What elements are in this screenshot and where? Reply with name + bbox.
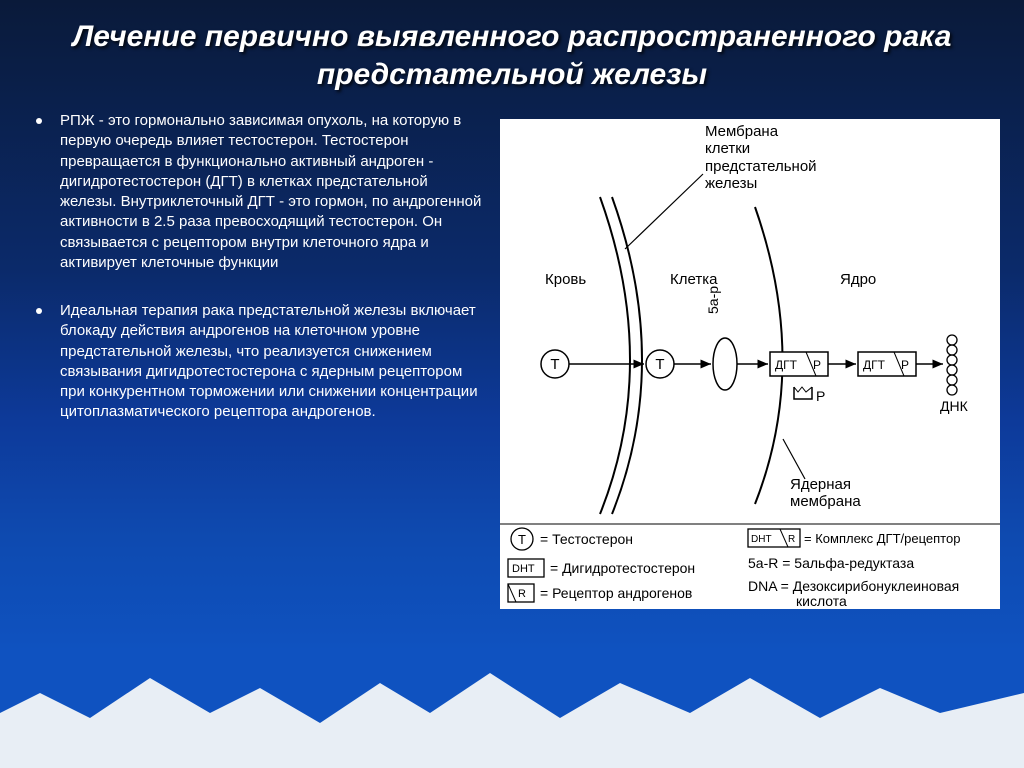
bullet-text: РПЖ - это гормонально зависимая опухоль,…: [60, 111, 484, 273]
node-box1-label2: Р: [813, 358, 821, 372]
legend-complex-text: = Комплекс ДГТ/рецептор: [804, 531, 960, 546]
bullet-item: РПЖ - это гормонально зависимая опухоль,…: [36, 111, 484, 273]
content-row: РПЖ - это гормонально зависимая опухоль,…: [0, 101, 1024, 609]
legend-dht-symbol: DHT: [512, 563, 535, 575]
diagram-column: Мембрана клетки предстательной железы Кр…: [492, 101, 1012, 609]
cup-zigzag: [794, 387, 812, 392]
node-box2-label: ДГТ: [863, 358, 886, 372]
legend-dna-label2: кислота: [796, 593, 847, 609]
label-dna: ДНК: [940, 398, 969, 414]
node-box2-label2: Р: [901, 358, 909, 372]
arc-outer-membrane: [600, 197, 630, 514]
legend-r-symbol: R: [518, 588, 526, 600]
diagram-svg: 5а-р Т Т ДГТ Р: [500, 119, 1000, 609]
mountain-decoration: [0, 658, 1024, 768]
callout-line: [625, 174, 703, 249]
bullet-text: Идеальная терапия рака предстательной же…: [60, 301, 484, 423]
legend-complex-symbol: DHT: [751, 534, 772, 545]
legend-r-text: = Рецептор андрогенов: [540, 585, 692, 601]
bullet-dot-icon: [36, 118, 42, 124]
callout-line: [783, 439, 805, 479]
label-nuclear-membrane: Ядерная мембрана: [790, 477, 861, 510]
legend-dht-text: = Дигидротестостерон: [550, 560, 695, 576]
node-box1-label: ДГТ: [775, 358, 798, 372]
cell-diagram: Мембрана клетки предстательной железы Кр…: [500, 119, 1000, 609]
bullet-dot-icon: [36, 308, 42, 314]
node-t1-label: Т: [550, 356, 559, 373]
legend-5ar-text: 5а-R = 5альфа-редуктаза: [748, 555, 914, 571]
text-column: РПЖ - это гормонально зависимая опухоль,…: [12, 101, 492, 609]
label-enzyme: 5а-р: [705, 286, 721, 314]
legend-t-symbol: Т: [518, 532, 526, 547]
node-t2-label: Т: [655, 356, 664, 373]
node-oval: [713, 338, 737, 390]
label-text: Ядерная мембрана: [790, 476, 861, 510]
legend-dna-label: DNA = Дезоксирибонуклеиновая: [748, 578, 959, 594]
slide-title: Лечение первично выявленного распростран…: [0, 0, 1024, 101]
node-dna: [947, 335, 957, 395]
label-receptor-p: Р: [816, 388, 825, 404]
legend-t-text: = Тестостерон: [540, 531, 633, 547]
bullet-item: Идеальная терапия рака предстательной же…: [36, 301, 484, 423]
legend-complex-symbol2: R: [788, 534, 795, 545]
